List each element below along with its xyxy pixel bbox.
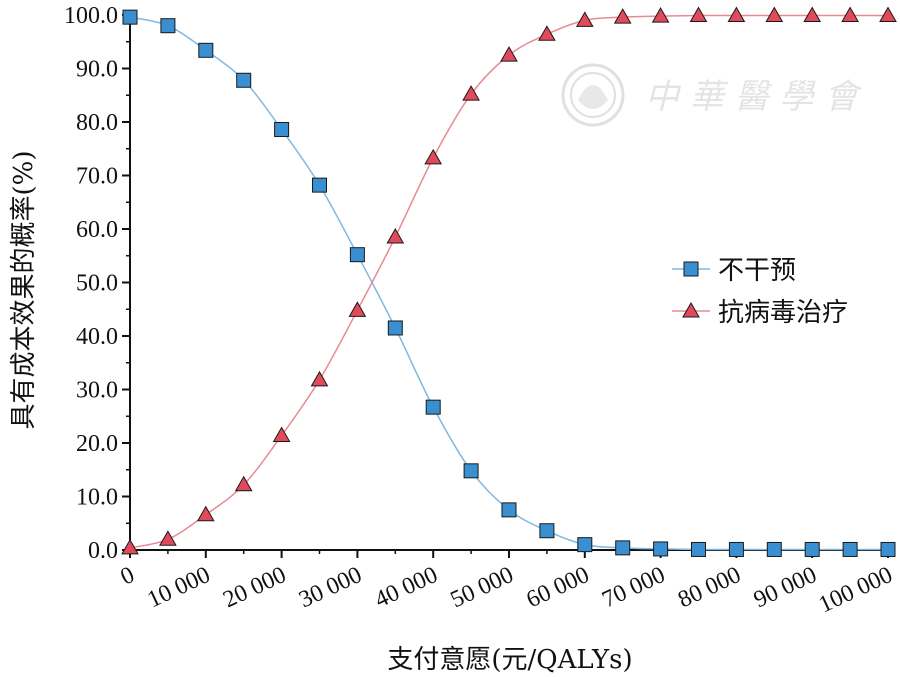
x-axis-title: 支付意愿(元/QALYs) xyxy=(387,645,632,675)
x-tick-label: 30 000 xyxy=(295,562,366,613)
data-point-square xyxy=(236,72,252,88)
y-tick-label: 0.0 xyxy=(88,538,118,564)
data-point-triangle xyxy=(613,8,632,24)
data-point-square xyxy=(122,9,138,25)
x-tick-label: 90 000 xyxy=(750,562,821,613)
series-line xyxy=(129,14,888,549)
x-tick-label: 80 000 xyxy=(674,562,745,613)
series-antiviral xyxy=(121,6,897,555)
series-layer xyxy=(121,6,897,557)
data-point-square xyxy=(691,541,706,557)
data-point-triangle xyxy=(348,301,367,317)
x-tick-label: 60 000 xyxy=(523,562,594,613)
x-tick-label: 40 000 xyxy=(371,562,442,613)
x-tick-label: 10 000 xyxy=(144,562,215,613)
series-no-intervention xyxy=(122,9,896,557)
data-point-triangle xyxy=(196,505,215,522)
y-tick-label: 20.0 xyxy=(76,431,118,457)
legend-triangle-marker xyxy=(682,301,700,318)
data-point-triangle xyxy=(803,6,822,23)
data-point-square xyxy=(804,541,820,557)
data-point-triangle xyxy=(575,11,594,27)
data-point-triangle xyxy=(765,6,784,23)
data-point-square xyxy=(274,121,290,137)
data-point-square xyxy=(577,537,593,553)
y-tick-label: 100.0 xyxy=(64,3,118,29)
data-point-square xyxy=(728,541,744,557)
data-point-square xyxy=(425,399,441,415)
data-point-triangle xyxy=(424,148,443,165)
data-point-square xyxy=(880,541,896,557)
y-tick-label: 40.0 xyxy=(76,324,118,350)
data-point-square xyxy=(160,18,176,34)
data-point-triangle xyxy=(651,7,670,23)
data-point-triangle xyxy=(159,530,177,546)
y-tick-label: 10.0 xyxy=(76,485,118,511)
data-point-triangle xyxy=(727,6,746,23)
data-point-triangle xyxy=(841,6,859,23)
legend-label-no-intervention: 不干预 xyxy=(718,256,796,286)
y-tick-label: 70.0 xyxy=(76,164,118,190)
data-point-square xyxy=(198,42,214,58)
data-point-triangle xyxy=(500,46,518,62)
legend-item-no-intervention: 不干预 xyxy=(672,256,796,286)
y-tick-label: 50.0 xyxy=(76,271,118,297)
y-axis-ticks: 0.0 10.0 20.0 30.0 40.0 50.0 60.0 70.0 80.0 90.0 1… xyxy=(64,3,130,564)
x-tick-label: 20 000 xyxy=(219,562,290,613)
x-axis-ticks: 0 10 000 20 000 30 000 40 000 50 000 60 000 70 … xyxy=(117,550,897,618)
y-tick-label: 90.0 xyxy=(76,57,118,83)
data-point-triangle xyxy=(538,25,556,41)
y-tick-label: 60.0 xyxy=(76,217,118,243)
data-point-square xyxy=(653,541,669,557)
x-tick-label: 70 000 xyxy=(598,562,669,613)
series-line xyxy=(129,16,888,551)
y-tick-label: 30.0 xyxy=(76,378,118,404)
data-point-square xyxy=(387,320,403,336)
data-point-square xyxy=(615,540,631,556)
data-point-triangle xyxy=(462,85,480,101)
watermark-text: 中 華 醫 學 會 xyxy=(645,77,863,117)
data-point-triangle xyxy=(689,6,708,23)
data-point-triangle xyxy=(386,228,405,244)
x-tick-label: 50 000 xyxy=(447,562,518,613)
data-point-square xyxy=(349,247,365,263)
data-point-square xyxy=(842,541,858,557)
y-axis-title: 具有成本效果的概率(%) xyxy=(9,151,39,430)
data-point-triangle xyxy=(310,370,329,387)
legend: 不干预 抗病毒治疗 xyxy=(672,256,848,328)
data-point-triangle xyxy=(879,6,897,23)
legend-item-antiviral: 抗病毒治疗 xyxy=(672,298,848,328)
y-tick-label: 80.0 xyxy=(76,110,118,136)
data-point-square xyxy=(539,523,555,539)
data-point-square xyxy=(463,463,479,479)
data-point-square xyxy=(312,177,327,193)
x-tick-label: 100 000 xyxy=(815,562,897,619)
data-point-triangle xyxy=(121,538,139,555)
legend-square-marker xyxy=(683,261,699,277)
watermark-logo: 中 華 醫 學 會 xyxy=(561,63,863,127)
legend-label-antiviral: 抗病毒治疗 xyxy=(718,298,848,328)
data-point-triangle xyxy=(272,426,291,443)
x-tick-label: 0 xyxy=(117,562,139,591)
data-point-square xyxy=(501,502,517,518)
data-point-square xyxy=(766,541,782,557)
data-point-triangle xyxy=(234,475,253,492)
